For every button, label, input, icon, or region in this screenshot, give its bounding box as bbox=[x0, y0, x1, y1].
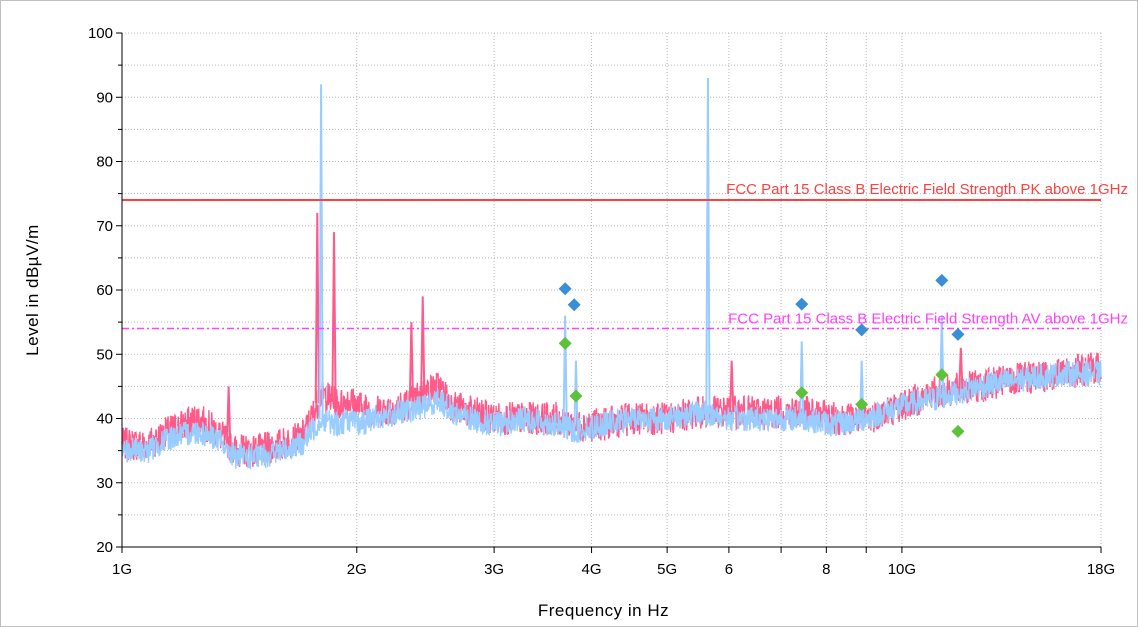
spike bbox=[314, 212, 320, 404]
x-tick-label: 6 bbox=[725, 561, 733, 578]
y-axis-title: Level in dBµV/m bbox=[23, 224, 42, 356]
y-tick-label: 50 bbox=[96, 346, 113, 363]
y-tick-label: 40 bbox=[96, 411, 113, 428]
spike bbox=[318, 84, 324, 419]
spike bbox=[958, 347, 964, 389]
spike bbox=[729, 360, 735, 413]
marker-av bbox=[935, 368, 949, 382]
y-tick-label: 20 bbox=[96, 539, 113, 556]
y-tick-label: 30 bbox=[96, 475, 113, 492]
limit-lines: FCC Part 15 Class B Electric Field Stren… bbox=[122, 181, 1128, 330]
limit-label-pk: FCC Part 15 Class B Electric Field Stren… bbox=[726, 181, 1128, 198]
marker-pk bbox=[558, 282, 572, 296]
marker-av bbox=[569, 389, 583, 403]
x-tick-label: 18G bbox=[1087, 561, 1115, 578]
y-tick-label: 80 bbox=[96, 154, 113, 171]
spike bbox=[799, 341, 805, 419]
spike bbox=[705, 77, 711, 414]
y-tick-label: 60 bbox=[96, 282, 113, 299]
x-tick-label: 1G bbox=[112, 561, 132, 578]
y-tick-label: 70 bbox=[96, 218, 113, 235]
marker-av bbox=[558, 336, 572, 350]
trace-1 bbox=[121, 360, 1102, 470]
marker-pk bbox=[951, 327, 965, 341]
marker-pk bbox=[855, 323, 869, 337]
marker-av bbox=[795, 386, 809, 400]
x-tick-label: 2G bbox=[347, 561, 367, 578]
y-tick-label: 100 bbox=[88, 25, 113, 42]
markers bbox=[558, 273, 965, 438]
spike bbox=[420, 296, 426, 395]
x-tick-label: 5G bbox=[657, 561, 677, 578]
x-tick-label: 8 bbox=[822, 561, 830, 578]
spike bbox=[408, 322, 414, 402]
grid bbox=[122, 32, 1102, 547]
x-tick-label: 3G bbox=[484, 561, 504, 578]
marker-pk bbox=[795, 297, 809, 311]
spike bbox=[573, 360, 579, 431]
traces bbox=[121, 77, 1102, 470]
x-tick-label: 4G bbox=[582, 561, 602, 578]
trace-0 bbox=[121, 352, 1102, 468]
marker-av bbox=[855, 397, 869, 411]
x-tick-label: 10G bbox=[888, 561, 916, 578]
y-tick-label: 90 bbox=[96, 89, 113, 106]
limit-label-av: FCC Part 15 Class B Electric Field Stren… bbox=[728, 311, 1128, 328]
marker-av bbox=[951, 424, 965, 438]
axes: 20 30 40 50 60 70 80 90 100 1G 2G 3G 4G 5G 6 8 10G 18G bbox=[88, 25, 1115, 578]
marker-pk bbox=[935, 273, 949, 287]
marker-pk bbox=[567, 298, 581, 312]
spike bbox=[562, 315, 568, 429]
spike bbox=[331, 232, 337, 402]
x-axis-title: Frequency in Hz bbox=[538, 601, 669, 620]
spike bbox=[226, 386, 232, 444]
